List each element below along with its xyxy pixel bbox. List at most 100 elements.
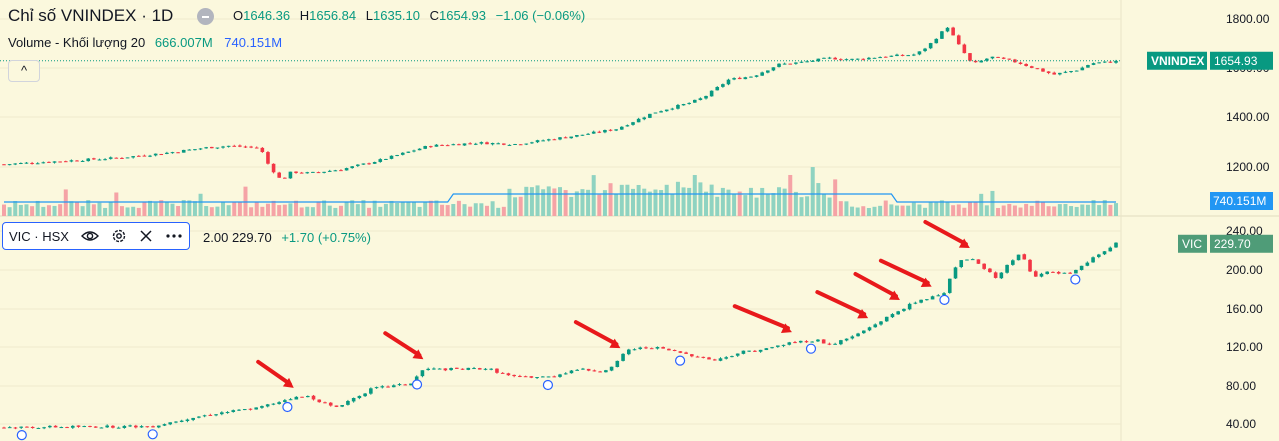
hide-legend-button[interactable]	[197, 8, 214, 25]
candle-body	[48, 425, 52, 428]
candle-body	[883, 56, 888, 58]
candle-body	[822, 57, 826, 59]
candle-body	[344, 168, 349, 171]
candle-body	[721, 84, 725, 87]
candle-body	[457, 144, 461, 146]
candle-body	[644, 347, 648, 349]
candle-body	[327, 170, 332, 172]
candle-body	[942, 293, 946, 296]
candle-body	[737, 77, 742, 80]
candle-body	[374, 387, 379, 389]
candle-body	[111, 425, 115, 428]
candle-body	[97, 159, 102, 161]
candle-body	[765, 70, 770, 73]
vic-legend[interactable]: VIC · HSX	[2, 222, 190, 250]
candle-body	[473, 143, 478, 145]
volume-bar	[1001, 205, 1006, 216]
candle-body	[334, 405, 339, 407]
candle-body	[1062, 272, 1067, 274]
candle-body	[300, 396, 304, 398]
volume-bar	[923, 207, 928, 216]
candle-body	[455, 367, 459, 369]
volume-bar	[850, 206, 855, 216]
candle-body	[53, 425, 58, 428]
red-arrow-icon	[256, 359, 294, 388]
candle-body	[598, 371, 602, 373]
candle-body	[288, 399, 293, 401]
candle-body	[1108, 61, 1113, 63]
candle-body	[546, 376, 551, 378]
volume-bar	[389, 200, 394, 216]
eye-icon[interactable]	[80, 229, 99, 243]
volume-bar	[821, 194, 826, 216]
volume-bar	[990, 190, 995, 216]
candle-body	[232, 145, 237, 147]
candle-body	[122, 425, 127, 428]
candle-body	[125, 157, 130, 159]
volume-bar	[249, 207, 254, 216]
volume-bar	[148, 200, 153, 216]
candle-body	[496, 143, 501, 145]
candle-body	[237, 409, 241, 411]
volume-bar	[1114, 203, 1118, 216]
low-value: 1635.10	[373, 8, 420, 23]
candle-body	[990, 56, 995, 59]
volume-bar	[597, 194, 602, 216]
last-label: VIC	[1182, 237, 1202, 251]
y-tick-label: 80.00	[1226, 379, 1256, 393]
volume-bar	[675, 181, 680, 216]
event-marker	[16, 430, 27, 441]
candle-body	[311, 395, 316, 400]
candle-body	[502, 143, 506, 145]
volume-bar	[602, 190, 607, 216]
candle-body	[945, 27, 950, 32]
candle-body	[339, 170, 343, 172]
event-marker	[282, 401, 293, 413]
candle-body	[968, 53, 972, 61]
candle-body	[333, 170, 338, 172]
candle-body	[586, 133, 590, 135]
candle-body	[311, 171, 315, 173]
candle-body	[798, 340, 803, 343]
volume-bar	[46, 205, 51, 216]
volume-bar	[456, 200, 461, 216]
volume-bar	[1024, 203, 1029, 216]
candle-body	[13, 163, 18, 165]
volume-bar	[176, 205, 181, 216]
candle-body	[243, 146, 248, 148]
candle-body	[363, 393, 367, 397]
volume-bar	[434, 200, 439, 216]
gear-icon[interactable]	[111, 228, 127, 244]
candle-body	[1035, 68, 1040, 70]
candle-body	[507, 144, 512, 146]
volume-bar	[30, 206, 35, 216]
volume-bar	[844, 201, 849, 216]
candle-body	[569, 370, 574, 374]
candle-body	[114, 157, 119, 159]
event-marker	[939, 294, 950, 305]
close-icon[interactable]	[139, 229, 153, 243]
volume-bar	[125, 207, 130, 216]
volume-bar	[1007, 203, 1012, 216]
candle-body	[417, 148, 422, 151]
volume-bar	[378, 206, 383, 216]
candle-body	[529, 376, 534, 378]
candle-body	[357, 395, 362, 399]
volume-bar	[670, 193, 675, 216]
volume-bar	[608, 183, 613, 216]
red-arrow-icon	[923, 219, 970, 248]
candle-body	[151, 426, 155, 428]
more-icon[interactable]	[165, 233, 183, 239]
volume-bar	[984, 205, 989, 216]
volume-bar	[1108, 204, 1113, 216]
volume-bar	[866, 207, 871, 216]
collapse-button[interactable]: ^	[8, 60, 40, 82]
candle-body	[108, 157, 113, 159]
volume-bar	[97, 202, 102, 216]
event-marker	[674, 355, 686, 366]
candle-body	[340, 405, 344, 407]
candle-body	[187, 149, 192, 151]
vic-symbol: VIC · HSX	[9, 228, 69, 244]
candle-body	[19, 426, 23, 428]
